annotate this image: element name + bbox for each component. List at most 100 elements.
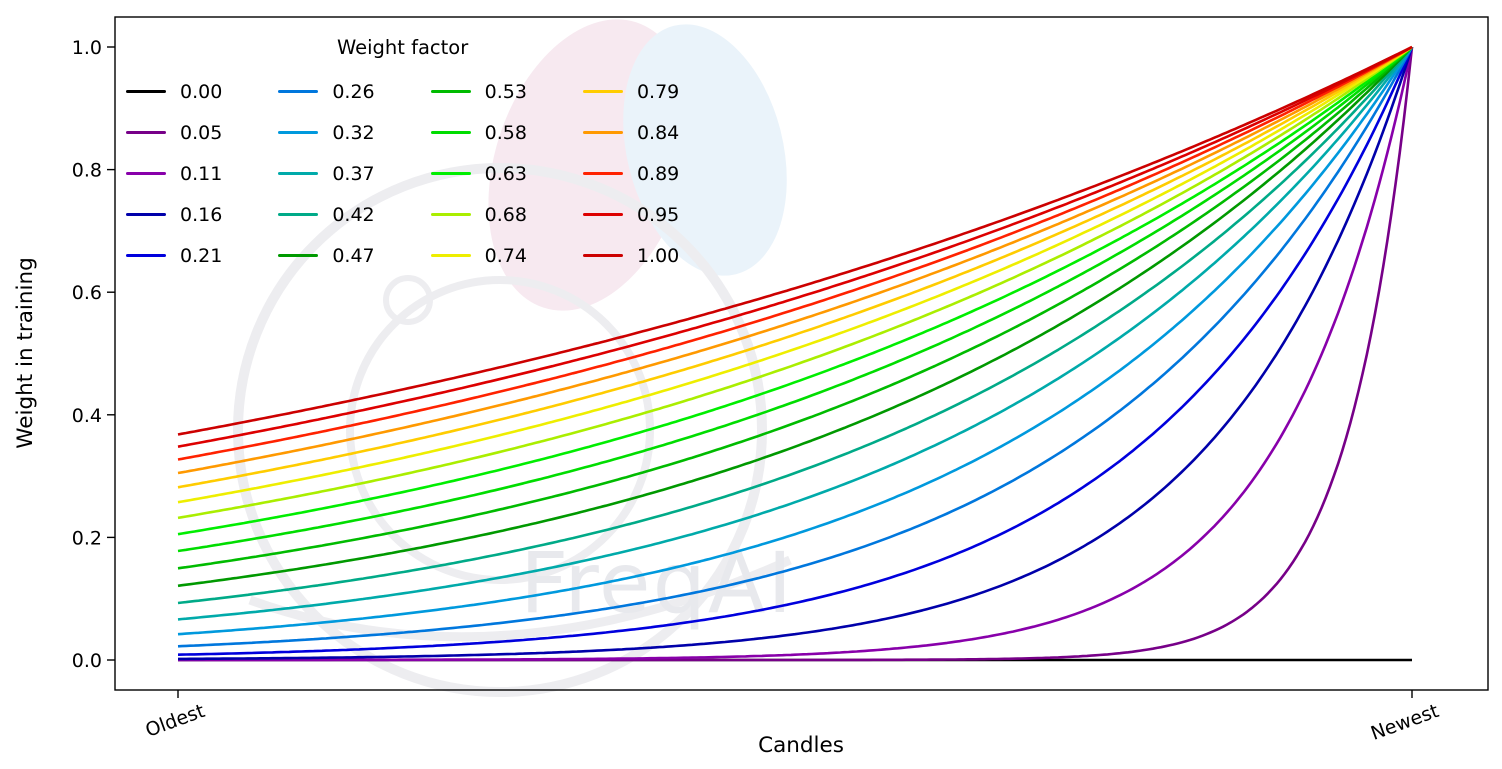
watermark-swoosh xyxy=(248,555,792,642)
curve-0.89 xyxy=(177,45,1413,461)
watermark-text: FreqAI xyxy=(520,534,794,632)
legend-label: 0.21 xyxy=(180,244,223,267)
legend-line-swatch xyxy=(582,254,623,257)
legend-line-swatch xyxy=(278,172,319,175)
legend-item: 0.21 xyxy=(126,245,222,267)
legend-item: 0.95 xyxy=(582,203,680,226)
legend-item: 0.42 xyxy=(278,203,375,226)
curve-0.26 xyxy=(177,46,1414,648)
curve-1.00 xyxy=(177,45,1413,436)
legend-label: 0.74 xyxy=(484,244,527,267)
curve-0.95 xyxy=(177,45,1413,448)
legend-line-swatch xyxy=(430,172,471,175)
legend-line-swatch xyxy=(430,131,471,134)
legend-line-swatch xyxy=(582,131,623,134)
curve-0.74 xyxy=(177,45,1413,504)
legend-line-swatch xyxy=(582,172,623,175)
curve-0.32 xyxy=(177,46,1414,636)
legend-line-swatch xyxy=(126,172,166,175)
legend-line-swatch xyxy=(278,90,319,93)
curve-0.42 xyxy=(177,46,1413,605)
legend-label: 0.32 xyxy=(332,121,375,144)
legend-line-swatch xyxy=(126,254,166,257)
curve-0.79 xyxy=(177,45,1413,489)
legend-item: 0.32 xyxy=(278,121,375,144)
legend-line-swatch xyxy=(430,90,471,93)
legend-label: 0.79 xyxy=(636,80,680,103)
curve-0.53 xyxy=(177,46,1413,570)
legend-item: 0.79 xyxy=(582,80,680,103)
legend-line-swatch xyxy=(278,131,319,134)
watermark-outer-circle xyxy=(233,163,767,697)
legend-title: Weight factor xyxy=(336,36,469,59)
y-tick-label: 0.0 xyxy=(72,650,102,672)
legend-line-swatch xyxy=(430,213,471,216)
legend-line-swatch xyxy=(278,254,319,257)
curve-0.16 xyxy=(178,46,1414,661)
watermark-stopwatch-icon xyxy=(383,275,433,325)
legend-label: 0.05 xyxy=(180,121,223,144)
axes-box xyxy=(114,16,1489,691)
legend-label: 0.53 xyxy=(484,80,527,103)
legend-item: 0.37 xyxy=(278,162,375,185)
legend-label: 0.11 xyxy=(180,162,223,185)
legend-line-swatch xyxy=(278,213,319,216)
x-tick-label: Newest xyxy=(1368,700,1442,745)
legend-item: 0.63 xyxy=(430,162,527,185)
legend-item: 0.84 xyxy=(582,121,680,144)
y-tick-label: 0.8 xyxy=(72,160,102,182)
curve-0.58 xyxy=(177,46,1413,553)
legend-item: 0.26 xyxy=(278,80,375,103)
legend-label: 0.47 xyxy=(332,244,375,267)
curve-0.68 xyxy=(177,45,1413,520)
legend-item: 0.47 xyxy=(278,244,375,267)
legend-item: 0.11 xyxy=(126,163,222,185)
legend-label: 0.26 xyxy=(332,80,375,103)
plot-curves xyxy=(177,45,1414,662)
legend-item: 0.05 xyxy=(126,122,222,144)
legend-label: 0.58 xyxy=(484,121,527,144)
curve-0.21 xyxy=(177,46,1414,656)
y-tick-label: 0.6 xyxy=(72,282,102,304)
watermark-leaf-blue xyxy=(623,24,787,276)
legend-label: 1.00 xyxy=(636,244,680,267)
x-tick-label: Oldest xyxy=(143,700,208,742)
legend-entries: 0.00 0.05 0.11 0.16 0.21 0.26 0.32 0.37 0.42 0.47… xyxy=(126,71,679,276)
y-axis-label: Weight in training xyxy=(13,257,38,448)
curve-0.47 xyxy=(177,46,1413,588)
legend-line-swatch xyxy=(582,213,623,216)
legend-line-swatch xyxy=(126,131,166,134)
legend-item: 0.74 xyxy=(430,244,527,267)
legend-item: 0.00 xyxy=(126,81,222,103)
legend-label: 0.89 xyxy=(636,162,680,185)
legend-label: 0.68 xyxy=(484,203,527,226)
curve-0.37 xyxy=(177,46,1414,621)
legend-item: 0.58 xyxy=(430,121,527,144)
legend-label: 0.16 xyxy=(180,203,223,226)
y-axis-ticks: 0.0 0.2 0.4 0.6 0.8 1.0 xyxy=(72,37,115,672)
y-tick-label: 0.4 xyxy=(72,405,102,427)
legend-label: 0.63 xyxy=(484,162,527,185)
curve-0.63 xyxy=(177,45,1413,536)
legend-label: 0.95 xyxy=(636,203,680,226)
y-tick-label: 0.2 xyxy=(72,527,102,549)
legend-item: 0.89 xyxy=(582,162,680,185)
legend-line-swatch xyxy=(582,90,623,93)
legend-label: 0.00 xyxy=(180,80,223,103)
legend-item: 1.00 xyxy=(582,244,680,267)
y-tick-label: 1.0 xyxy=(72,37,102,59)
legend-label: 0.42 xyxy=(332,203,375,226)
legend-label: 0.84 xyxy=(636,121,680,144)
legend-item: 0.53 xyxy=(430,80,527,103)
curve-0.11 xyxy=(178,46,1414,662)
legend-line-swatch xyxy=(126,90,166,93)
x-axis-label: Candles xyxy=(758,733,844,758)
legend-line-swatch xyxy=(430,254,471,257)
legend-label: 0.37 xyxy=(332,162,375,185)
legend: Weight factor 0.00 0.05 0.11 0.16 0.21 0.26 0.… xyxy=(126,36,679,276)
legend-item: 0.16 xyxy=(126,204,222,226)
legend-line-swatch xyxy=(126,213,166,216)
legend-item: 0.68 xyxy=(430,203,527,226)
curve-0.84 xyxy=(177,45,1413,475)
